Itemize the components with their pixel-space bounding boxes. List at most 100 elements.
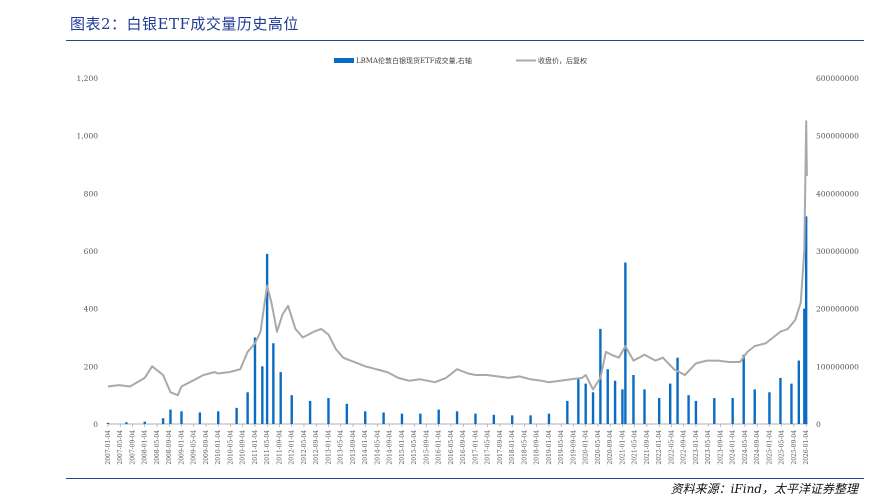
volume-bar	[253, 337, 257, 424]
x-tick-label: 2023-05-04	[705, 430, 712, 465]
x-tick-label: 2009-01-04	[178, 430, 185, 465]
x-tick-label: 2026-01-04	[803, 430, 810, 465]
volume-bar	[265, 253, 269, 424]
y-left-tick-label: 800	[84, 189, 99, 198]
x-tick-label: 2020-01-04	[583, 430, 590, 465]
legend-bar-swatch	[334, 58, 354, 63]
price-line	[107, 120, 808, 397]
x-tick-label: 2011-09-04	[276, 430, 283, 465]
volume-bar	[803, 308, 806, 424]
volume-bar	[437, 409, 440, 424]
x-tick-label: 2015-01-04	[399, 430, 406, 465]
volume-bar	[106, 422, 110, 424]
volume-bar	[731, 398, 734, 424]
x-tick-label: 2018-09-04	[534, 430, 541, 465]
source-note: 资料来源：iFind，太平洋证券整理	[670, 482, 858, 496]
volume-bar	[364, 411, 367, 424]
volume-bar	[606, 369, 609, 424]
volume-bar	[657, 398, 661, 424]
x-tick-label: 2013-01-04	[325, 430, 332, 465]
volume-bar	[235, 407, 238, 424]
x-tick-label: 2022-05-04	[668, 430, 675, 465]
volume-bar	[345, 403, 349, 424]
y-right-tick-label: 100000000	[816, 362, 859, 371]
volume-bar	[510, 415, 514, 424]
x-tick-label: 2017-05-04	[485, 430, 492, 465]
volume-bar	[713, 398, 716, 424]
y-left-tick-label: 400	[84, 305, 99, 314]
y-left-tick-label: 200	[84, 362, 99, 371]
y-left-tick-label: 1,200	[77, 74, 99, 83]
x-tick-label: 2022-01-04	[656, 430, 663, 465]
legend-line-label: 收盘价，后复权	[538, 56, 587, 65]
volume-bar	[180, 411, 183, 424]
x-tick-label: 2009-09-04	[203, 430, 210, 465]
x-tick-label: 2007-01-04	[105, 430, 112, 465]
volume-bar	[272, 343, 275, 424]
volume-bar	[566, 400, 569, 424]
price-line-path	[107, 120, 808, 397]
bottom-rule	[66, 478, 864, 479]
volume-bar	[279, 372, 282, 424]
x-tick-label: 2017-09-04	[497, 430, 504, 465]
y-right-tick-label: 0	[816, 420, 821, 429]
volume-bar	[474, 413, 477, 424]
x-tick-label: 2014-05-04	[374, 430, 381, 465]
x-tick-label: 2011-01-04	[252, 430, 259, 465]
x-tick-label: 2025-09-04	[791, 430, 798, 465]
x-tick-label: 2025-05-04	[779, 430, 786, 465]
volume-bar	[621, 389, 624, 424]
volume-bar	[797, 360, 801, 424]
volume-bar	[779, 377, 782, 424]
x-tick-label: 2021-01-04	[619, 430, 626, 465]
volume-bar	[804, 216, 808, 424]
x-tick-label: 2023-09-04	[717, 430, 724, 465]
y-left-tick-label: 600	[84, 247, 99, 256]
y-right-tick-label: 600000000	[816, 74, 859, 83]
volume-bar	[308, 400, 312, 424]
x-tick-label: 2025-01-04	[766, 430, 773, 465]
volume-bar	[455, 411, 459, 424]
volume-bar	[613, 380, 617, 424]
x-tick-label: 2023-01-04	[693, 430, 700, 465]
x-tick-label: 2008-05-04	[154, 430, 161, 465]
x-tick-label: 2007-05-04	[117, 430, 124, 465]
volume-bar	[529, 415, 532, 424]
legend-bar-label: LBMA伦敦白银现货ETF成交量,右轴	[356, 56, 472, 65]
x-tick-label: 2010-05-04	[227, 430, 234, 465]
top-rule	[66, 40, 864, 41]
volume-bar	[643, 389, 646, 424]
volume-bar	[742, 354, 745, 424]
volume-bar	[768, 392, 771, 424]
volume-bar	[547, 413, 551, 424]
x-tick-label: 2016-09-04	[460, 430, 467, 465]
y-left-tick-label: 1,000	[77, 132, 99, 141]
y-right-tick-label: 200000000	[816, 305, 859, 314]
x-tick-label: 2020-09-04	[607, 430, 614, 465]
x-tick-label: 2017-01-04	[472, 430, 479, 465]
volume-bar	[400, 413, 404, 424]
volume-bar	[143, 421, 146, 424]
volume-bar	[584, 383, 587, 424]
x-tick-label: 2016-01-04	[436, 430, 443, 465]
volume-bar	[246, 392, 249, 424]
x-tick-label: 2018-01-04	[509, 430, 516, 465]
volume-bars	[106, 216, 808, 424]
volume-bar	[125, 422, 128, 424]
volume-bar	[161, 418, 165, 424]
volume-bar	[261, 366, 264, 424]
x-tick-label: 2013-09-04	[350, 430, 357, 465]
volume-bar	[419, 413, 422, 424]
x-tick-label: 2021-05-04	[632, 430, 639, 465]
x-tick-label: 2010-01-04	[215, 430, 222, 465]
volume-bar	[790, 383, 793, 424]
volume-bar	[169, 409, 172, 424]
volume-bar	[290, 395, 293, 424]
volume-bar	[753, 389, 756, 424]
x-tick-label: 2018-05-04	[521, 430, 528, 465]
x-tick-label: 2011-05-04	[264, 430, 271, 465]
volume-bar	[382, 412, 385, 424]
x-tick-label: 2024-01-04	[730, 430, 737, 465]
x-tick-label: 2014-09-04	[387, 430, 394, 465]
